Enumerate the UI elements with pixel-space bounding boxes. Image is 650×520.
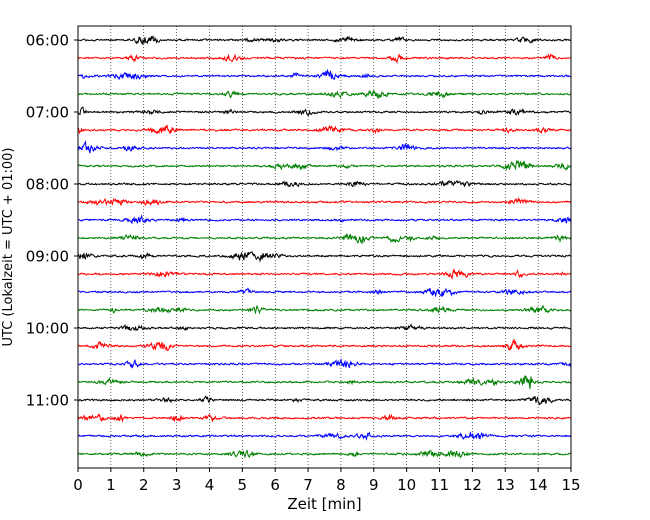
trace-09:00 [77, 251, 572, 263]
x-tick-label-9: 9 [369, 476, 379, 494]
x-tick-label-12: 12 [463, 476, 482, 494]
trace-11:15 [77, 413, 572, 423]
x-tick-label-4: 4 [205, 476, 215, 494]
x-tick-label-11: 11 [430, 476, 449, 494]
x-tick-label-7: 7 [303, 476, 313, 494]
trace-10:45 [77, 375, 572, 390]
trace-06:00 [77, 35, 572, 46]
trace-11:45 [77, 449, 572, 459]
seismogram-traces [77, 35, 572, 459]
plot-background [78, 26, 571, 468]
x-axis-ticks: 0 1 2 3 4 5 6 7 8 9 10 11 12 13 14 15 [73, 468, 581, 494]
y-tick-label-06:00: 06:00 [26, 32, 69, 50]
x-tick-label-6: 6 [270, 476, 280, 494]
trace-07:15 [77, 124, 572, 135]
trace-10:00 [77, 323, 572, 332]
trace-09:30 [77, 287, 572, 298]
x-tick-label-3: 3 [172, 476, 182, 494]
trace-06:15 [78, 53, 572, 65]
y-axis-label: UTC (Lokalzeit = UTC + 01:00) [1, 148, 16, 347]
x-axis-label: Zeit [min] [287, 495, 361, 513]
y-tick-label-08:00: 08:00 [26, 176, 69, 194]
y-tick-label-09:00: 09:00 [26, 248, 69, 266]
trace-07:30 [77, 140, 572, 154]
x-tick-label-15: 15 [561, 476, 580, 494]
x-tick-label-5: 5 [238, 476, 248, 494]
y-tick-label-10:00: 10:00 [26, 320, 69, 338]
trace-08:30 [77, 214, 572, 225]
trace-08:45 [77, 233, 572, 245]
trace-06:45 [77, 90, 572, 99]
trace-08:00 [77, 179, 572, 188]
trace-09:45 [77, 304, 572, 315]
x-tick-label-2: 2 [139, 476, 149, 494]
x-tick-label-8: 8 [336, 476, 346, 494]
y-tick-label-11:00: 11:00 [26, 392, 69, 410]
x-tick-label-14: 14 [529, 476, 548, 494]
trace-08:15 [77, 196, 572, 207]
y-tick-label-07:00: 07:00 [26, 104, 69, 122]
trace-07:00 [77, 106, 572, 116]
x-tick-label-13: 13 [496, 476, 515, 494]
trace-10:30 [77, 357, 572, 369]
trace-09:15 [77, 268, 572, 280]
x-tick-label-0: 0 [73, 476, 83, 494]
trace-10:15 [77, 339, 572, 352]
y-axis-ticks: 06:00 07:00 08:00 09:00 10:00 11:00 [26, 32, 78, 410]
trace-07:45 [77, 159, 572, 172]
x-tick-label-10: 10 [397, 476, 416, 494]
trace-11:00 [77, 395, 572, 406]
trace-06:30 [77, 68, 572, 81]
plot-frame [77, 25, 572, 469]
trace-11:30 [77, 431, 572, 441]
x-tick-label-1: 1 [106, 476, 116, 494]
